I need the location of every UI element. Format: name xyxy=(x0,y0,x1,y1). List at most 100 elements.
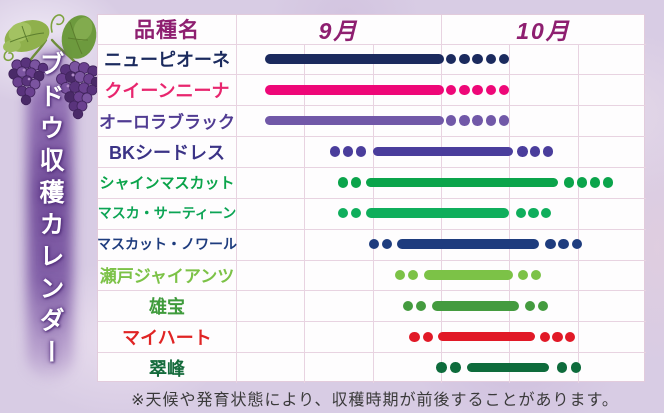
grid-line-row xyxy=(98,228,646,230)
grape-illustration xyxy=(3,14,102,120)
variety-name-label: 雄宝 xyxy=(149,296,185,317)
grape-bunch-icon xyxy=(8,57,49,106)
grid-line-row xyxy=(98,105,646,107)
harvest-dot xyxy=(485,53,496,65)
harvest-dot xyxy=(351,208,362,219)
harvest-dot xyxy=(338,208,349,219)
harvest-dot xyxy=(556,362,568,373)
harvest-bar xyxy=(423,270,513,280)
harvest-dot xyxy=(485,84,496,95)
harvest-dot xyxy=(589,177,600,188)
harvest-table: 品種名 9月 10月 ニューピオーネ クイーンニーナ オーロラブラック BKシードレス… xyxy=(97,14,646,383)
variety-name-label: 翠峰 xyxy=(149,358,185,379)
grid-line-subcolumn xyxy=(509,43,511,383)
harvest-bar xyxy=(466,362,549,373)
grid-line-row xyxy=(98,259,646,261)
grape-bunch-icon xyxy=(22,61,102,120)
grid-line-subcolumn xyxy=(304,43,306,383)
harvest-dot xyxy=(415,300,427,312)
harvest-dot xyxy=(422,331,434,342)
harvest-dot xyxy=(403,300,414,312)
harvest-dot xyxy=(515,208,527,219)
harvest-dot xyxy=(351,177,362,188)
footnote: ※天候や発育状態により、収穫時期が前後することがあります。 xyxy=(131,392,619,409)
harvest-dot xyxy=(446,115,457,126)
variety-name-label: BKシードレス xyxy=(109,142,225,163)
harvest-dot xyxy=(459,84,470,95)
harvest-dot xyxy=(342,146,354,157)
variety-name-label: マスカット・ノワール xyxy=(97,236,237,253)
harvest-dot xyxy=(498,53,510,65)
harvest-dot xyxy=(528,208,539,219)
harvest-dot xyxy=(524,300,536,312)
harvest-dot xyxy=(545,238,556,250)
harvest-dot xyxy=(472,53,483,65)
grid-line-row xyxy=(98,321,646,323)
month-header-september: 9月 xyxy=(318,18,359,45)
harvest-dot xyxy=(571,238,583,250)
harvest-dot xyxy=(355,146,367,157)
harvest-dot xyxy=(381,238,393,250)
harvest-dot xyxy=(537,300,548,312)
harvest-dot xyxy=(563,177,574,188)
variety-name-label: クイーンニーナ xyxy=(104,80,230,101)
harvest-dot xyxy=(485,115,496,126)
harvest-dot xyxy=(498,115,510,126)
harvest-dot xyxy=(558,238,569,250)
harvest-dot xyxy=(407,269,419,281)
harvest-bar xyxy=(264,54,444,64)
harvest-bar xyxy=(365,177,558,188)
variety-header-cell: 品種名 xyxy=(134,19,200,43)
harvest-dot xyxy=(543,146,554,157)
harvest-bar xyxy=(264,115,444,126)
variety-name-label: シャインマスカット xyxy=(99,174,235,192)
harvest-dot xyxy=(446,53,457,65)
variety-name-label: 瀬戸ジャイアンツ xyxy=(99,267,235,287)
grid-line-row xyxy=(98,136,646,138)
harvest-dot xyxy=(541,208,552,219)
variety-name-label: オーロラブラック xyxy=(99,113,235,133)
harvest-dot xyxy=(539,331,551,342)
harvest-dot xyxy=(446,84,457,95)
harvest-bar xyxy=(438,331,536,342)
harvest-dot xyxy=(602,177,613,188)
grid-line-row xyxy=(98,166,646,168)
grid-line-row xyxy=(98,290,646,292)
harvest-dot xyxy=(450,362,461,373)
harvest-bar xyxy=(397,239,539,249)
harvest-dot xyxy=(459,53,470,65)
grape-leaf-icon xyxy=(3,15,97,59)
harvest-bar xyxy=(432,301,519,311)
harvest-dot xyxy=(436,362,447,373)
harvest-dot xyxy=(394,269,406,281)
grid-line-row xyxy=(98,74,646,76)
harvest-dot xyxy=(571,362,582,373)
variety-name-label: マスカ・サーティーン xyxy=(97,205,237,222)
harvest-dot xyxy=(472,115,483,126)
grid-line-row xyxy=(98,197,646,199)
grid-line-row xyxy=(98,352,646,354)
harvest-dot xyxy=(530,146,541,157)
variety-name-label: ニューピオーネ xyxy=(104,49,230,70)
harvest-bar xyxy=(264,84,444,95)
harvest-dot xyxy=(552,331,563,342)
harvest-dot xyxy=(517,146,528,157)
grid-line-subcolumn xyxy=(577,43,579,383)
harvest-bar xyxy=(365,208,510,219)
harvest-dot xyxy=(498,84,510,95)
harvest-dot xyxy=(564,331,576,342)
grid-line-variety-column xyxy=(236,15,237,383)
harvest-dot xyxy=(368,238,380,250)
harvest-dot xyxy=(459,115,470,126)
harvest-dot xyxy=(472,84,483,95)
page-title: ブドウ収穫カレンダー xyxy=(36,51,64,371)
variety-name-label: マイハート xyxy=(122,327,212,348)
harvest-dot xyxy=(338,177,349,188)
harvest-dot xyxy=(409,331,420,342)
harvest-bar xyxy=(372,146,513,157)
harvest-dot xyxy=(517,269,529,281)
grid-line-row xyxy=(98,43,646,45)
grid-line-month-divider xyxy=(441,15,442,383)
harvest-dot xyxy=(329,146,341,157)
